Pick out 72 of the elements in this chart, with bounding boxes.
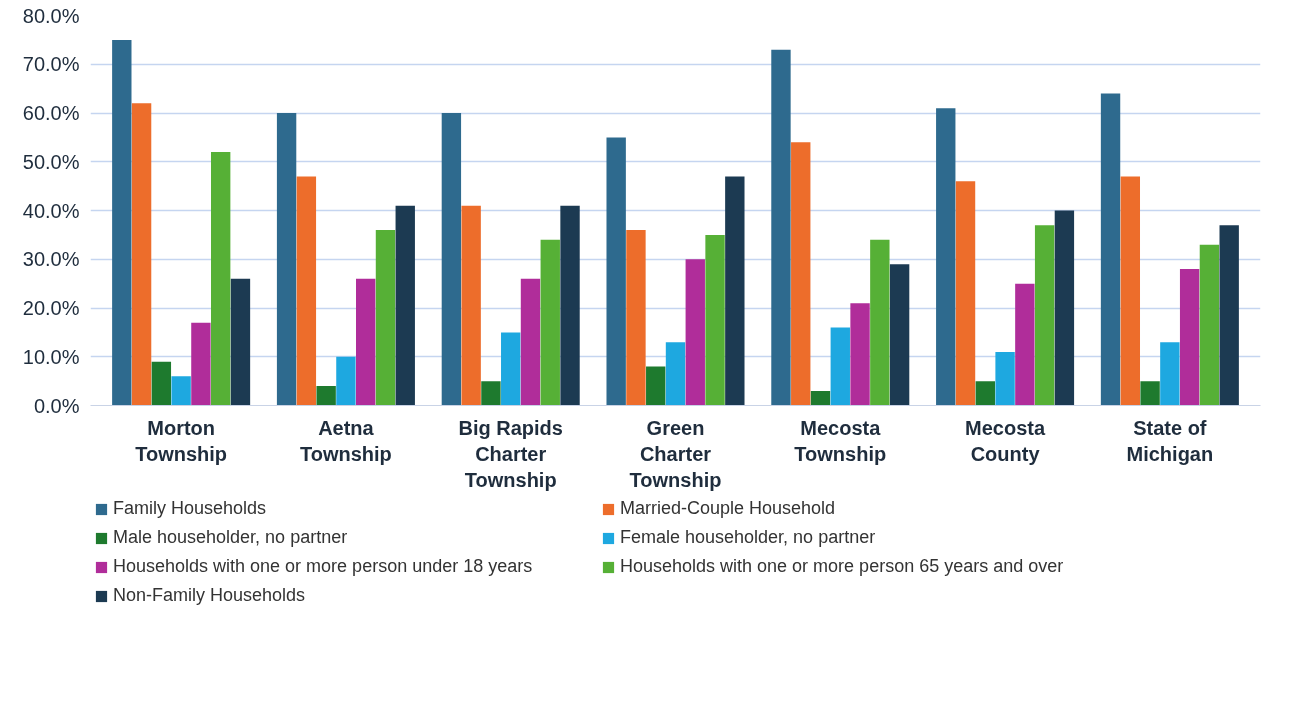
bar [646,366,666,406]
x-tick-label: Morton Township [135,416,228,465]
bar [870,239,890,406]
bar [441,113,462,406]
bar [296,176,317,406]
y-tick-label: 10.0% [22,345,80,368]
bar [336,356,356,406]
bar [1100,93,1121,406]
bar [725,176,745,406]
x-tick-label: Mecosta Township [794,416,887,465]
bar [112,39,132,406]
bar [1219,225,1239,406]
legend-label: Households with one or more person under 18 years [113,556,534,577]
bar [975,381,995,406]
y-tick-label: 0.0% [33,394,80,417]
bar [936,108,956,406]
x-tick-label: State of Michigan [1126,416,1214,465]
bar [520,278,541,406]
bar [131,103,152,406]
y-tick-label: 70.0% [22,53,80,76]
legend-label: Family Households [113,498,268,519]
bar [810,390,831,406]
bar [171,376,191,406]
y-tick-label: 30.0% [22,248,80,271]
legend-label: Married-Couple Household [620,498,837,519]
x-tick-label: Big Rapids Charter Township [458,416,563,492]
x-tick-label: Aetna Township [300,416,392,465]
bar [791,142,811,406]
legend-label: Non-Family Households [113,585,307,606]
bar [626,230,646,406]
x-tick-label: Green Charter Township [629,416,722,492]
bar [685,259,705,406]
bar [995,351,1015,406]
bar [665,342,686,406]
bar [1179,269,1200,406]
bar [830,327,850,406]
bar [606,137,626,406]
legend-label: Households with one or more person 65 years and over [620,556,1065,577]
bar [316,386,336,406]
bar [375,230,396,406]
bar [1034,225,1055,406]
bar [560,205,580,406]
y-tick-label: 40.0% [22,199,80,222]
y-tick-label: 60.0% [22,102,80,124]
bar [481,381,501,406]
bar [461,205,481,406]
legend-label: Female householder, no partner [620,527,877,548]
bar [230,278,251,406]
bar [395,205,415,406]
x-tick-label: Mecosta County [965,416,1046,465]
bar [1015,283,1035,406]
bar [1140,381,1160,406]
bar [1160,342,1180,406]
bar [540,239,560,406]
bar [955,181,976,406]
y-tick-label: 50.0% [22,150,80,173]
y-tick-label: 80.0% [22,4,80,27]
bar [191,322,211,406]
legend-label: Male householder, no partner [113,527,349,548]
bar [276,113,297,406]
bar [1199,244,1220,406]
bar [1054,210,1075,406]
bar [356,278,376,406]
bar [705,234,725,406]
bar [501,332,521,406]
bar [850,303,870,406]
bar [889,264,910,406]
bar [771,49,791,406]
y-tick-label: 20.0% [22,297,80,319]
bar [151,361,172,406]
bar [1120,176,1141,406]
bar [210,152,231,406]
